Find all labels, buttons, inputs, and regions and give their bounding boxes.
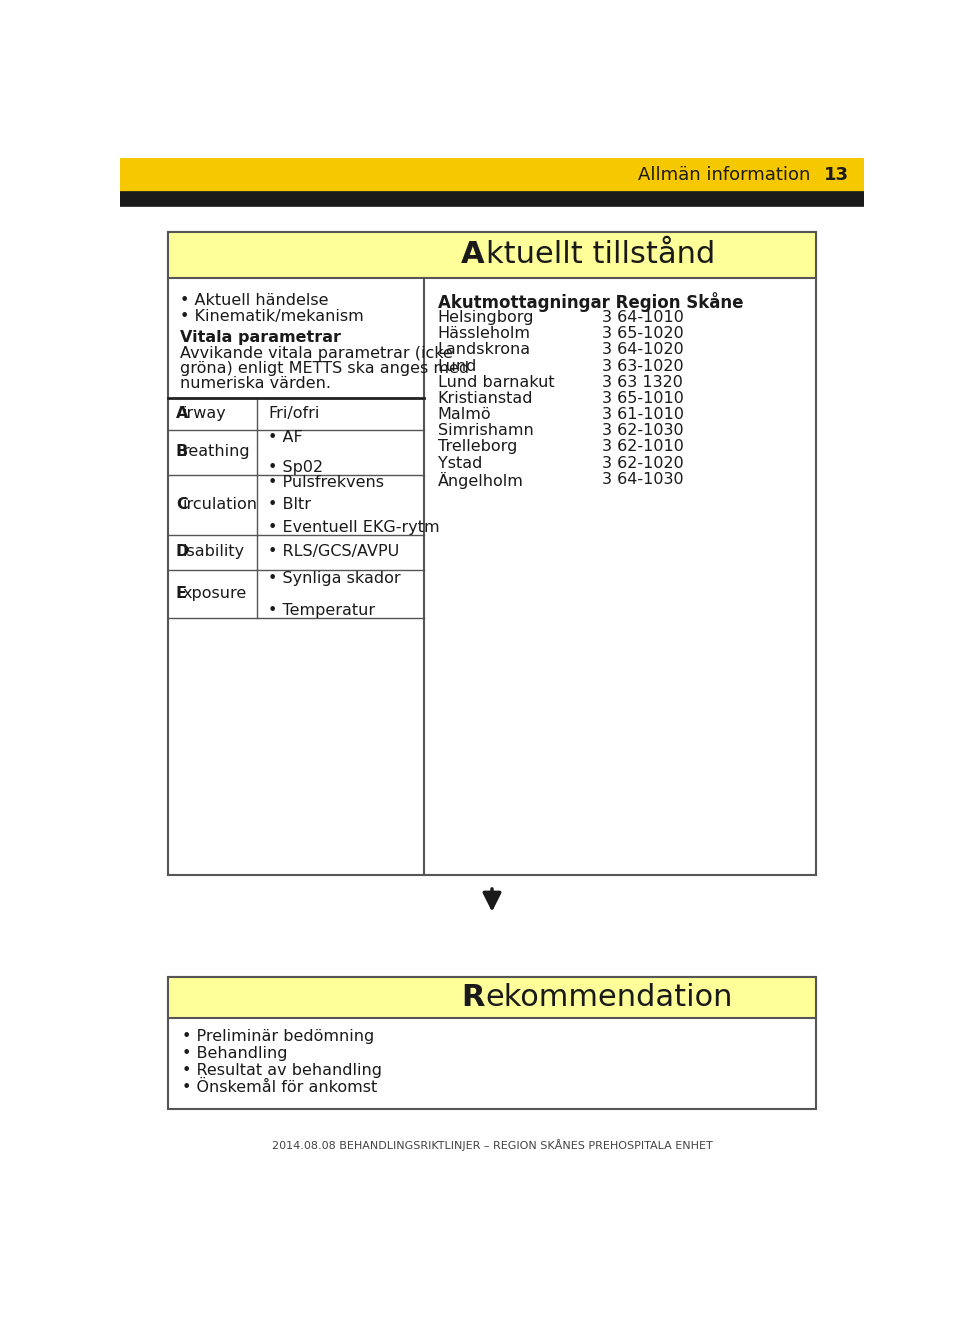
Text: Lund: Lund <box>438 359 477 374</box>
Text: Vitala parametrar: Vitala parametrar <box>180 330 342 345</box>
Text: 3 64-1020: 3 64-1020 <box>602 342 684 358</box>
Text: Akutmottagningar Region Skåne: Akutmottagningar Region Skåne <box>438 292 743 312</box>
Text: 3 61-1010: 3 61-1010 <box>602 407 684 422</box>
Text: C: C <box>176 496 187 512</box>
Text: • Önskemål för ankomst: • Önskemål för ankomst <box>182 1080 377 1096</box>
Text: • RLS/GCS/AVPU: • RLS/GCS/AVPU <box>268 544 399 560</box>
Text: gröna) enligt METTS ska anges med: gröna) enligt METTS ska anges med <box>180 360 469 376</box>
Text: 3 64-1030: 3 64-1030 <box>602 471 684 487</box>
Bar <box>168 231 816 277</box>
Text: 3 65-1010: 3 65-1010 <box>602 391 684 407</box>
Bar <box>120 193 864 206</box>
Text: Malmö: Malmö <box>438 407 492 422</box>
Text: 3 63 1320: 3 63 1320 <box>602 375 683 389</box>
Text: • Sp02: • Sp02 <box>268 459 324 475</box>
Text: • Behandling: • Behandling <box>182 1047 287 1061</box>
Text: Kristianstad: Kristianstad <box>438 391 533 407</box>
Text: isability: isability <box>182 544 245 560</box>
Text: B: B <box>176 445 188 459</box>
Text: • Synliga skador: • Synliga skador <box>268 570 400 586</box>
Text: D: D <box>176 544 189 560</box>
Text: • Temperatur: • Temperatur <box>268 603 375 618</box>
Text: 3 62-1030: 3 62-1030 <box>602 424 684 438</box>
Text: • Eventuell EKG-rytm: • Eventuell EKG-rytm <box>268 520 440 535</box>
Text: 3 64-1010: 3 64-1010 <box>602 310 684 325</box>
Text: numeriska värden.: numeriska värden. <box>180 376 331 391</box>
Text: • Bltr: • Bltr <box>268 498 311 512</box>
Text: ekommendation: ekommendation <box>486 983 733 1012</box>
Text: 3 63-1020: 3 63-1020 <box>602 359 684 374</box>
Text: Landskrona: Landskrona <box>438 342 531 358</box>
Text: • AF: • AF <box>268 430 302 445</box>
Text: 2014.08.08 BEHANDLINGSRIKTLINJER – REGION SKÅNES PREHOSPITALA ENHET: 2014.08.08 BEHANDLINGSRIKTLINJER – REGIO… <box>272 1139 712 1151</box>
Text: • Pulsfrekvens: • Pulsfrekvens <box>268 475 384 490</box>
Text: reathing: reathing <box>182 445 251 459</box>
Text: Lund barnakut: Lund barnakut <box>438 375 554 389</box>
Text: Trelleborg: Trelleborg <box>438 440 517 454</box>
Text: 3 65-1020: 3 65-1020 <box>602 326 684 342</box>
Text: Fri/ofri: Fri/ofri <box>268 405 320 421</box>
Text: 13: 13 <box>824 166 849 185</box>
Text: • Preliminär bedömning: • Preliminär bedömning <box>182 1030 374 1044</box>
Bar <box>120 158 864 193</box>
Text: Simrishamn: Simrishamn <box>438 424 534 438</box>
Text: A: A <box>176 405 188 421</box>
Text: irculation: irculation <box>182 496 258 512</box>
Text: 3 62-1020: 3 62-1020 <box>602 455 684 471</box>
Text: • Aktuell händelse: • Aktuell händelse <box>180 293 329 308</box>
Text: Helsingborg: Helsingborg <box>438 310 535 325</box>
Bar <box>168 977 816 1109</box>
Bar <box>168 977 816 1019</box>
Bar <box>168 231 816 875</box>
Text: Hässleholm: Hässleholm <box>438 326 531 342</box>
Text: ktuellt tillstånd: ktuellt tillstånd <box>486 240 715 269</box>
Text: • Kinematik/mekanism: • Kinematik/mekanism <box>180 309 364 323</box>
Text: Avvikande vitala parametrar (icke: Avvikande vitala parametrar (icke <box>180 346 453 362</box>
Text: irway: irway <box>182 405 227 421</box>
Text: xposure: xposure <box>182 586 247 601</box>
Text: • Resultat av behandling: • Resultat av behandling <box>182 1063 382 1078</box>
Text: R: R <box>461 983 484 1012</box>
Text: E: E <box>176 586 187 601</box>
Text: A: A <box>461 240 484 269</box>
Text: Ängelholm: Ängelholm <box>438 471 523 488</box>
Text: Ystad: Ystad <box>438 455 482 471</box>
Text: Allmän information: Allmän information <box>637 166 822 185</box>
Text: 3 62-1010: 3 62-1010 <box>602 440 684 454</box>
